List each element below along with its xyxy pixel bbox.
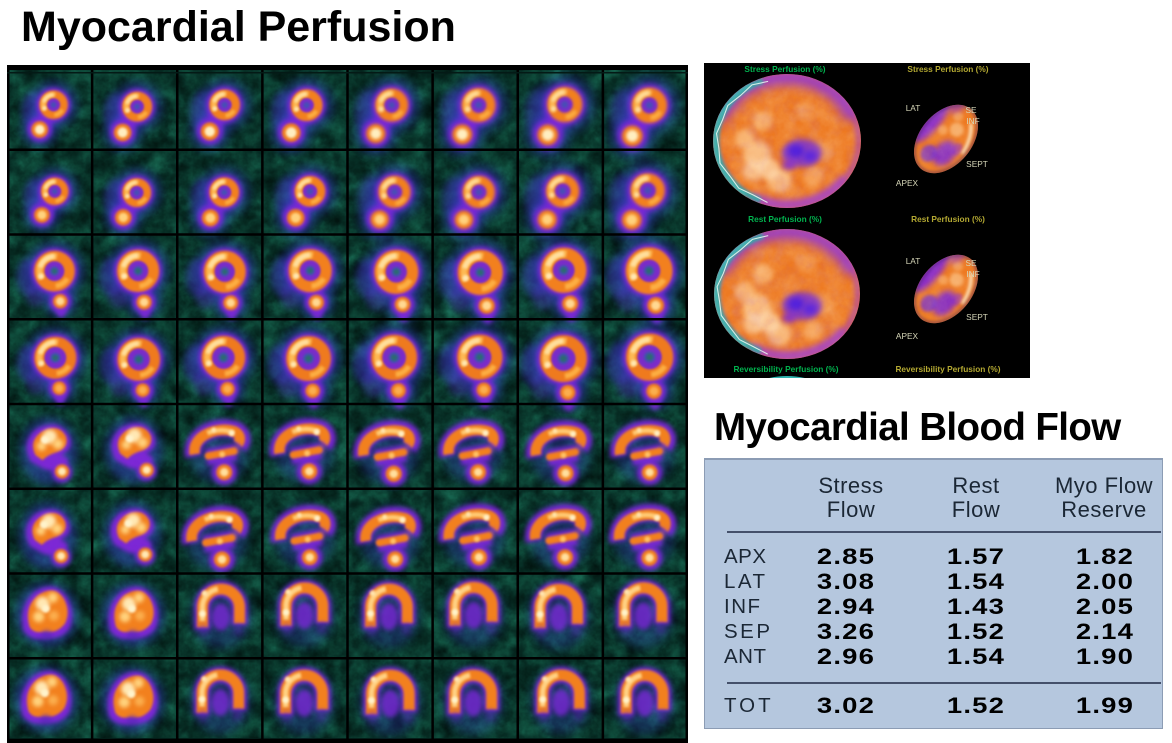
svg-text:Rest Perfusion (%): Rest Perfusion (%)	[748, 214, 822, 224]
svg-text:SEPT: SEPT	[966, 312, 988, 322]
svg-text:Stress Perfusion (%): Stress Perfusion (%)	[907, 64, 988, 74]
svg-text:APEX: APEX	[896, 331, 919, 341]
svg-text:SEPT: SEPT	[966, 159, 988, 169]
svg-text:SE: SE	[965, 105, 977, 115]
svg-text:Rest Perfusion (%): Rest Perfusion (%)	[911, 214, 985, 224]
svg-text:LAT: LAT	[906, 256, 921, 266]
svg-text:Reversibility Perfusion (%): Reversibility Perfusion (%)	[733, 364, 838, 374]
svg-text:Reversibility Perfusion (%): Reversibility Perfusion (%)	[895, 364, 1000, 374]
svg-text:SE: SE	[965, 258, 977, 268]
svg-text:INF: INF	[966, 269, 979, 279]
svg-text:LAT: LAT	[906, 103, 921, 113]
svg-text:APEX: APEX	[896, 178, 919, 188]
svg-text:Stress Perfusion (%): Stress Perfusion (%)	[744, 64, 825, 74]
svg-text:INF: INF	[966, 116, 979, 126]
